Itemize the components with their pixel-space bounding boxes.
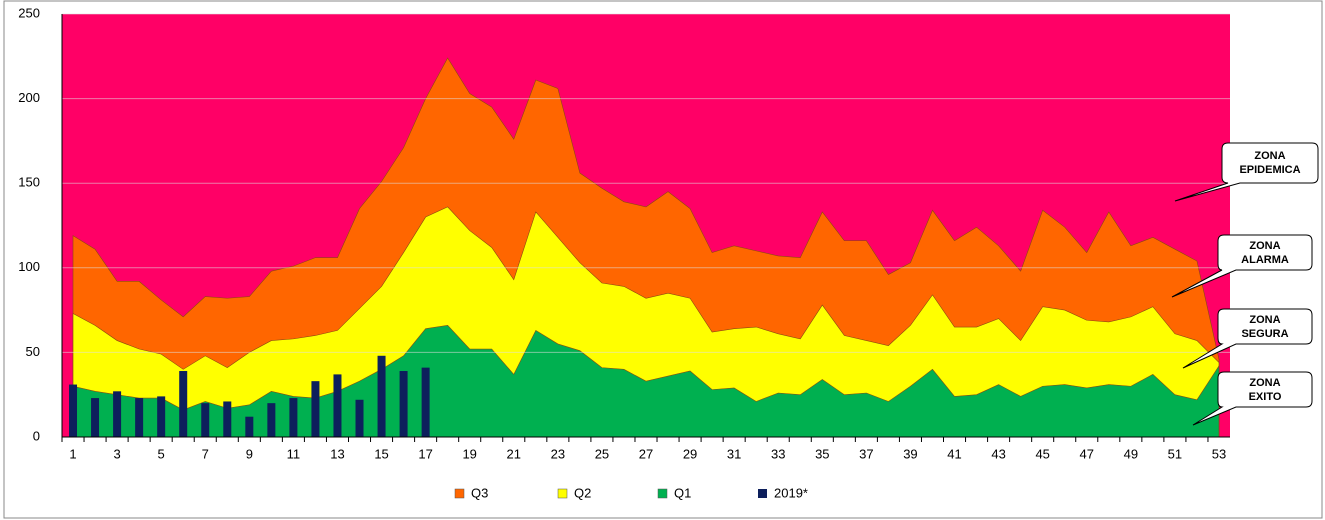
y-tick-label: 200 [18,90,40,105]
bar [355,399,364,437]
y-tick-label: 250 [18,5,40,20]
bar [399,371,408,437]
callout-box [1171,234,1313,298]
legend-label: Q3 [471,485,488,500]
x-tick-label: 19 [462,446,476,461]
x-tick-label: 37 [859,446,873,461]
x-tick-label: 53 [1212,446,1226,461]
callout: ZONA EPIDEMICA [1174,142,1319,202]
legend-swatch [758,489,767,498]
x-tick-label: 3 [113,446,120,461]
bar [135,398,144,437]
callout-text: ZONA [1254,150,1285,162]
y-tick-label: 150 [18,175,40,190]
bar [223,401,232,437]
bar [267,403,276,437]
callout: ZONA EXITO [1192,371,1313,426]
x-tick-label: 25 [595,446,609,461]
bar [333,374,342,437]
callout-box [1182,308,1313,369]
y-tick-label: 100 [18,259,40,274]
x-tick-label: 31 [727,446,741,461]
callout-text: EPIDEMICA [1239,164,1300,176]
x-tick-label: 51 [1168,446,1182,461]
x-tick-label: 49 [1124,446,1138,461]
bar [179,371,188,437]
y-tick-label: 0 [33,428,40,443]
x-tick-label: 21 [507,446,521,461]
bar [157,396,166,437]
legend-swatch [557,488,568,499]
x-tick-label: 9 [246,446,253,461]
bar [201,403,210,437]
callout-text: ZONA [1249,377,1280,389]
x-tick-label: 39 [903,446,917,461]
bar [289,398,298,437]
x-tick-label: 43 [991,446,1005,461]
x-tick-label: 27 [639,446,653,461]
legend-swatch [454,488,465,499]
legend-label: Q2 [574,485,591,500]
bar [377,355,386,437]
x-tick-label: 5 [158,446,165,461]
x-tick-label: 47 [1080,446,1094,461]
bar [245,416,254,437]
bar [311,381,320,437]
x-tick-label: 11 [287,446,301,461]
callout-text: EXITO [1249,391,1282,403]
chart-frame [3,0,1323,519]
bar [421,367,430,437]
x-tick-label: 7 [202,446,209,461]
legend-swatch [657,488,668,499]
x-tick-label: 13 [330,446,344,461]
x-tick-label: 29 [683,446,697,461]
bar [91,398,100,437]
y-tick-label: 50 [26,344,40,359]
x-tick-label: 35 [815,446,829,461]
x-tick-label: 45 [1035,446,1049,461]
callout-text: ZONA [1249,240,1280,252]
x-tick-label: 15 [374,446,388,461]
x-tick-label: 23 [551,446,565,461]
legend-label: Q1 [674,485,691,500]
callout-text: SEGURA [1241,328,1288,340]
x-tick-label: 41 [947,446,961,461]
bar [69,384,78,437]
bar [113,391,122,437]
plot-area [62,13,1230,438]
callout: ZONA SEGURA [1182,308,1313,369]
callout-text: ZONA [1249,314,1280,326]
x-tick-label: 17 [418,446,432,461]
x-tick-label: 33 [771,446,785,461]
callout-box [1174,142,1319,202]
callout: ZONA ALARMA [1171,234,1313,298]
callout-box [1192,371,1313,426]
callout-text: ALARMA [1241,254,1289,266]
x-tick-label: 1 [69,446,76,461]
legend-label: 2019* [774,485,808,500]
